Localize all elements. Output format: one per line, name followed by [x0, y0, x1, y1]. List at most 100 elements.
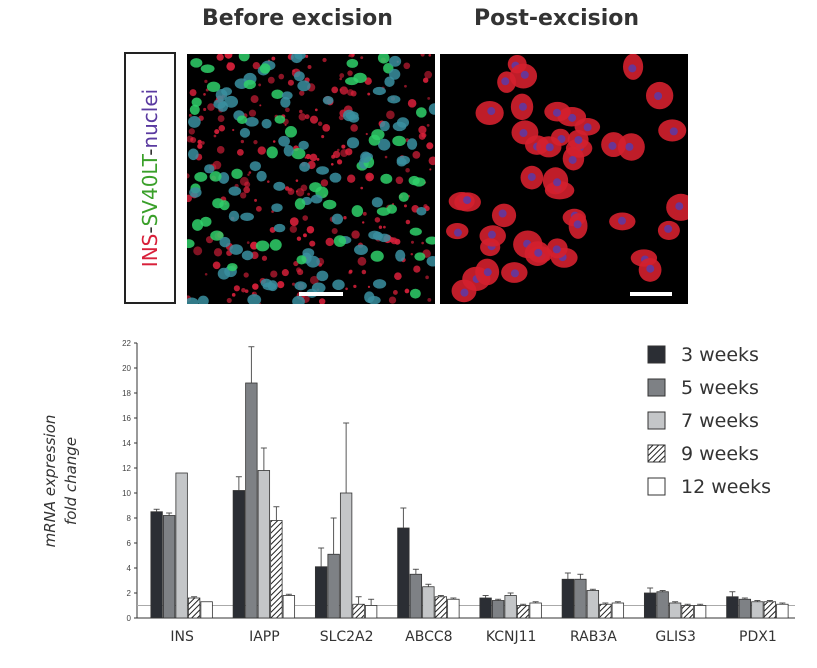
y-tick-label: 12: [122, 464, 131, 473]
before-excision-title: Before excision: [202, 6, 393, 31]
ins-stain-spot: [410, 240, 414, 244]
nucleus: [380, 173, 393, 184]
ins-stain-spot: [203, 93, 206, 96]
nucleus: [498, 209, 507, 218]
nucleus: [269, 239, 282, 251]
nucleus: [297, 80, 311, 92]
y-tick-label: 16: [122, 414, 131, 423]
nucleus: [573, 220, 582, 229]
ins-stain-spot: [240, 192, 247, 199]
nucleus: [206, 81, 221, 92]
nucleus: [306, 255, 320, 268]
nucleus: [302, 248, 315, 258]
post-excision-cells: [446, 54, 688, 303]
ins-stain-spot: [289, 225, 298, 233]
ins-stain-spot: [410, 252, 414, 256]
legend-label: 7 weeks: [681, 410, 759, 432]
ins-stain-spot: [367, 92, 371, 96]
ins-positive-cell: [536, 136, 562, 158]
nucleus: [284, 126, 297, 138]
y-tick-label: 2: [127, 589, 132, 598]
nucleus: [384, 76, 395, 87]
nucleus: [278, 135, 290, 147]
ins-stain-spot: [188, 128, 195, 135]
x-tick-label: PDX1: [739, 629, 777, 645]
nucleus: [395, 249, 406, 262]
nucleus: [520, 70, 529, 79]
ins-stain-spot: [390, 237, 398, 245]
ins-positive-cell: [542, 167, 569, 195]
ins-positive-cell: [544, 101, 571, 122]
legend-swatch: [647, 378, 666, 397]
ins-stain-spot: [250, 95, 259, 104]
ins-stain-spot: [394, 272, 402, 281]
ins-positive-cell: [510, 93, 534, 121]
nucleus: [460, 288, 469, 297]
nucleus: [200, 64, 215, 73]
ins-stain-spot: [187, 173, 190, 179]
nucleus: [568, 155, 577, 164]
nucleus: [210, 230, 224, 241]
bar: [327, 553, 340, 619]
nucleus: [654, 92, 663, 101]
ins-stain-spot: [267, 76, 275, 84]
y-tick-label: 4: [127, 564, 132, 573]
legend-swatch: [647, 477, 666, 496]
nucleus: [189, 187, 202, 198]
ins-stain-spot: [404, 288, 410, 294]
ins-stain-spot: [403, 62, 411, 70]
nucleus: [255, 240, 270, 252]
ins-positive-cell: [524, 241, 551, 266]
ins-stain-spot: [378, 225, 383, 229]
ins-stain-spot: [278, 73, 285, 80]
bar: [681, 605, 694, 619]
ins-stain-spot: [302, 215, 309, 221]
stain-label-box: INS-SV40LT-nuclei: [124, 52, 176, 304]
nucleus: [487, 107, 496, 116]
ins-stain-spot: [281, 269, 289, 277]
ins-stain-spot: [255, 205, 262, 212]
ins-stain-spot: [351, 230, 360, 239]
ins-stain-spot: [187, 194, 192, 203]
ins-stain-spot: [392, 290, 398, 295]
nucleus: [256, 170, 267, 182]
nucleus: [247, 294, 262, 304]
ins-positive-cell: [475, 100, 504, 126]
nucleus: [213, 99, 226, 109]
nucleus: [351, 205, 364, 218]
nucleus: [291, 147, 306, 160]
ins-stain-spot: [193, 246, 203, 256]
nucleus: [379, 120, 390, 132]
nucleus: [309, 182, 322, 193]
ins-stain-spot: [336, 159, 343, 165]
ins-stain-spot: [347, 70, 353, 76]
ins-stain-spot: [271, 56, 276, 61]
ins-stain-spot: [299, 90, 305, 96]
nucleus: [266, 146, 278, 159]
x-tick-label: GLIS3: [655, 629, 696, 645]
nucleus: [238, 54, 250, 62]
ins-stain-spot: [254, 198, 257, 202]
nucleus: [483, 268, 492, 277]
ins-stain-spot: [345, 287, 348, 291]
nucleus: [664, 224, 673, 233]
ins-stain-spot: [243, 272, 249, 278]
nucleus: [294, 54, 306, 60]
ins-stain-spot: [231, 293, 236, 297]
ins-stain-spot: [383, 225, 386, 229]
y-tick-label: 10: [122, 489, 131, 498]
ins-stain-spot: [258, 83, 262, 87]
nucleus: [372, 279, 387, 289]
ins-stain-spot: [261, 255, 268, 261]
legend-label: 5 weeks: [681, 377, 759, 399]
scale-bar: [630, 292, 672, 296]
nucleus: [406, 138, 418, 150]
nucleus: [310, 194, 323, 204]
ins-stain-spot: [365, 172, 374, 182]
nucleus: [294, 198, 306, 210]
nucleus: [557, 134, 566, 143]
nucleus: [197, 295, 209, 304]
ins-stain-spot: [367, 285, 371, 289]
nucleus: [398, 192, 409, 202]
